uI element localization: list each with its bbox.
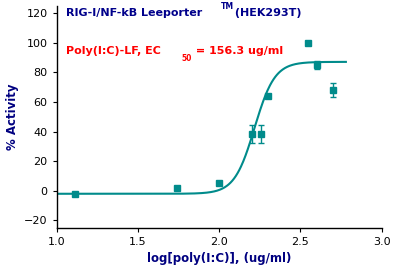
Text: TM: TM [221, 2, 234, 11]
Text: 50: 50 [182, 54, 192, 63]
Text: = 156.3 ug/ml: = 156.3 ug/ml [192, 46, 283, 56]
Text: (HEK293T): (HEK293T) [232, 8, 302, 18]
X-axis label: log[poly(I:C)], (ug/ml): log[poly(I:C)], (ug/ml) [147, 253, 291, 265]
Text: RIG-I/NF-kB Leeporter: RIG-I/NF-kB Leeporter [67, 8, 203, 18]
Text: Poly(I:C)-LF, EC: Poly(I:C)-LF, EC [67, 46, 161, 56]
Y-axis label: % Activity: % Activity [6, 83, 19, 150]
